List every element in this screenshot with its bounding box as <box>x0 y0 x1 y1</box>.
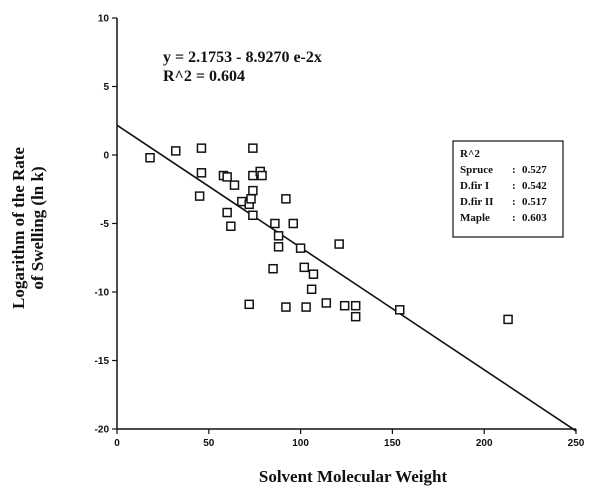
data-point <box>270 218 280 229</box>
data-point <box>350 300 361 311</box>
data-point <box>273 231 284 241</box>
data-point <box>306 284 317 295</box>
data-point <box>222 207 232 218</box>
data-point <box>196 168 207 178</box>
regression-line <box>116 124 577 432</box>
regression-equation: y = 2.1753 - 8.9270 e-2x <box>163 49 322 66</box>
fit-line-layer <box>116 124 577 432</box>
legend-entry-separator: : <box>512 196 516 208</box>
y-tick-label: -5 <box>100 219 109 230</box>
legend-entry-label: Spruce <box>460 164 493 176</box>
data-point <box>248 210 258 221</box>
data-point <box>248 185 258 196</box>
y-tick-label: 10 <box>98 14 110 25</box>
x-tick-label: 250 <box>568 438 585 449</box>
data-points-layer <box>145 143 513 325</box>
legend-entry-separator: : <box>512 212 516 224</box>
data-point <box>281 302 291 312</box>
data-point <box>248 143 258 153</box>
legend-entry-separator: : <box>512 180 516 192</box>
y-axis-label-line2: of Swelling (ln k) <box>28 166 47 289</box>
data-point <box>229 180 240 190</box>
data-point <box>503 314 513 325</box>
x-axis-label: Solvent Molecular Weight <box>259 467 448 486</box>
data-point <box>394 305 405 315</box>
y-axis-label-line1: Logarithm of the Rate <box>9 147 28 309</box>
x-tick-label: 100 <box>292 438 309 449</box>
x-tick-label: 150 <box>384 438 401 449</box>
data-point <box>171 146 181 156</box>
legend-entry-label: D.fir I <box>460 180 489 192</box>
data-point <box>321 298 332 308</box>
data-point <box>196 143 207 153</box>
data-point <box>308 269 319 279</box>
y-tick-label: 0 <box>103 151 109 162</box>
x-tick-label: 50 <box>203 438 215 449</box>
data-point <box>288 218 299 229</box>
data-point <box>301 302 311 312</box>
data-point <box>194 191 205 201</box>
y-tick-label: -20 <box>95 425 110 436</box>
legend-entry-value: 0.542 <box>522 180 547 192</box>
y-tick-label: -10 <box>95 288 110 299</box>
legend-entry-separator: : <box>512 164 516 176</box>
y-tick-label: 5 <box>103 82 109 93</box>
data-point <box>246 194 256 204</box>
legend-entry-value: 0.527 <box>522 164 547 176</box>
x-tick-label: 200 <box>476 438 493 449</box>
data-point <box>226 221 236 231</box>
data-point <box>273 242 284 252</box>
legend-title: R^2 <box>460 148 480 160</box>
data-point <box>281 194 291 204</box>
legend-entry-value: 0.603 <box>522 212 547 224</box>
data-point <box>339 300 350 311</box>
data-point <box>257 170 267 181</box>
data-point <box>295 243 306 253</box>
data-point <box>222 172 232 182</box>
x-tick-label: 0 <box>114 438 120 449</box>
legend-frame <box>452 140 564 238</box>
r-squared-label: R^2 = 0.604 <box>163 68 245 85</box>
data-point <box>334 239 344 249</box>
legend-entry-value: 0.517 <box>522 196 547 208</box>
y-tick-label: -15 <box>95 356 110 367</box>
data-point <box>299 262 310 273</box>
data-point <box>268 263 278 274</box>
legend-entry-label: D.fir II <box>460 196 493 208</box>
data-point <box>145 152 155 163</box>
data-point <box>350 311 361 322</box>
data-point <box>244 299 254 310</box>
legend-entry-label: Maple <box>460 212 490 224</box>
y-axis-label: Logarithm of the Rate of Swelling (ln k) <box>9 147 47 309</box>
